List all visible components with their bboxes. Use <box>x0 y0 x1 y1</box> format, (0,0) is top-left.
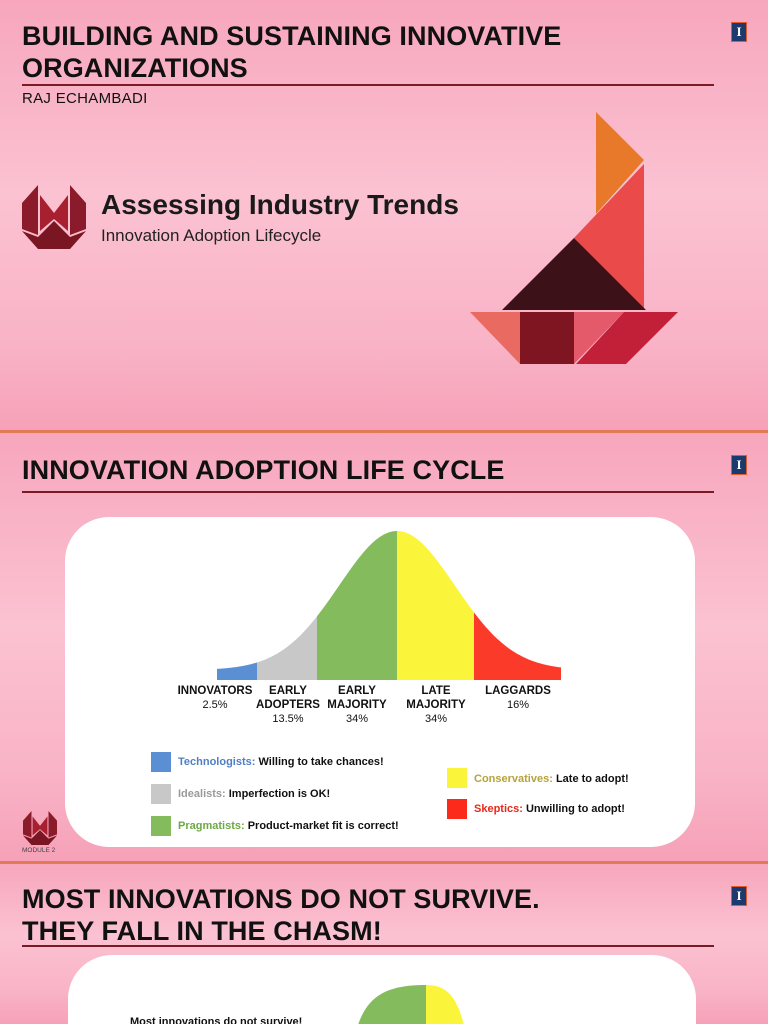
slide-separator <box>0 861 768 864</box>
slide3-title-line1: MOST INNOVATIONS DO NOT SURVIVE. <box>22 884 540 914</box>
module-label: MODULE 2 <box>22 847 56 854</box>
legend-name: Conservatives: <box>474 773 553 785</box>
segment-label-line: LATE <box>421 685 451 697</box>
segment-label-line: MAJORITY <box>327 699 387 711</box>
author-name: RAJ ECHAMBADI <box>22 90 148 107</box>
slide3-title: MOST INNOVATIONS DO NOT SURVIVE. THEY FA… <box>22 883 540 947</box>
legend-swatch-idealists <box>151 784 171 804</box>
segment-label-laggards: LAGGARDS <box>473 684 563 698</box>
segment-pct-innovators: 2.5% <box>202 699 228 711</box>
legend-desc: Late to adopt! <box>555 773 629 785</box>
university-logo-icon: I <box>731 22 747 42</box>
module-tangram-logo-icon <box>22 185 86 249</box>
legend-name: Pragmatists: <box>178 820 245 832</box>
title-slide: BUILDING AND SUSTAINING INNOVATIVE ORGAN… <box>0 0 768 430</box>
legend-item-pragmatists: Pragmatists: Product-market fit is corre… <box>178 820 399 832</box>
course-title-line2: ORGANIZATIONS <box>22 53 248 83</box>
segment-label-innovators: INNOVATORS <box>170 684 260 698</box>
legend-desc: Product-market fit is correct! <box>247 820 399 832</box>
segment-label-line: MAJORITY <box>406 699 466 711</box>
segment-pct-early-majority: 34% <box>345 713 369 725</box>
slide3-title-rule <box>22 945 714 947</box>
segment-pct-early-adopters: 13.5% <box>272 713 304 725</box>
chasm-note: Most innovations do not survive! <box>130 1016 303 1024</box>
legend-item-idealists: Idealists: Imperfection is OK! <box>178 788 330 800</box>
adoption-lifecycle-slide: INNOVATION ADOPTION LIFE CYCLE I INNOVAT… <box>0 433 768 861</box>
legend-swatch-conservatives <box>447 768 467 788</box>
module-title: Assessing Industry Trends <box>101 189 459 220</box>
bell-segment-laggards <box>474 612 561 680</box>
bell-segment-early-majority <box>317 531 397 680</box>
slide3-title-line2: THEY FALL IN THE CHASM! <box>22 916 382 946</box>
legend-name: Technologists: <box>178 756 256 768</box>
legend-desc: Imperfection is OK! <box>228 788 331 800</box>
segment-label-late-majority: LATE MAJORITY <box>391 684 481 712</box>
university-logo-icon: I <box>731 886 747 906</box>
legend-swatch-technologists <box>151 752 171 772</box>
legend-desc: Willing to take chances! <box>258 756 384 768</box>
slide2-title-rule <box>22 491 714 493</box>
legend-name: Idealists: <box>178 788 226 800</box>
legend-item-technologists: Technologists: Willing to take chances! <box>178 756 384 768</box>
bell-segment-late-majority <box>397 531 474 680</box>
lifecycle-card: INNOVATORS 2.5% EARLY ADOPTERS 13.5% EAR… <box>65 517 695 847</box>
module-subtitle: Innovation Adoption Lifecycle <box>101 226 322 245</box>
tangram-boat-illustration <box>470 112 678 364</box>
legend-name: Skeptics: <box>474 803 523 815</box>
segment-pct-laggards: 16% <box>506 699 530 711</box>
course-title-line1: BUILDING AND SUSTAINING INNOVATIVE <box>22 21 562 51</box>
segment-label-line: ADOPTERS <box>256 699 320 711</box>
legend-swatch-pragmatists <box>151 816 171 836</box>
segment-label-early-majority: EARLY MAJORITY <box>312 684 402 712</box>
title-rule <box>22 84 714 86</box>
university-logo-icon: I <box>731 455 747 475</box>
segment-label-early-adopters: EARLY ADOPTERS <box>243 684 333 712</box>
legend-swatch-skeptics <box>447 799 467 819</box>
chasm-card: Most innovations do not survive! <box>68 955 696 1024</box>
segment-pct-late-majority: 34% <box>424 713 448 725</box>
legend-desc: Unwilling to adopt! <box>525 803 625 815</box>
segment-label-line: EARLY <box>269 685 307 697</box>
bell-segment-innovators <box>217 662 257 680</box>
legend-item-skeptics: Skeptics: Unwilling to adopt! <box>474 803 625 815</box>
chasm-curve-partial <box>358 985 464 1024</box>
legend-item-conservatives: Conservatives: Late to adopt! <box>474 773 629 785</box>
chasm-slide: MOST INNOVATIONS DO NOT SURVIVE. THEY FA… <box>0 864 768 1024</box>
segment-label-line: LAGGARDS <box>485 685 551 697</box>
module-tangram-logo-icon <box>23 811 57 845</box>
slide2-title: INNOVATION ADOPTION LIFE CYCLE <box>22 455 505 485</box>
bell-segment-early-adopters <box>257 616 317 680</box>
bell-curve-diagram <box>217 531 561 680</box>
slide-separator <box>0 430 768 433</box>
course-title: BUILDING AND SUSTAINING INNOVATIVE ORGAN… <box>22 20 561 84</box>
segment-label-line: EARLY <box>338 685 376 697</box>
segment-label-line: INNOVATORS <box>177 685 253 697</box>
